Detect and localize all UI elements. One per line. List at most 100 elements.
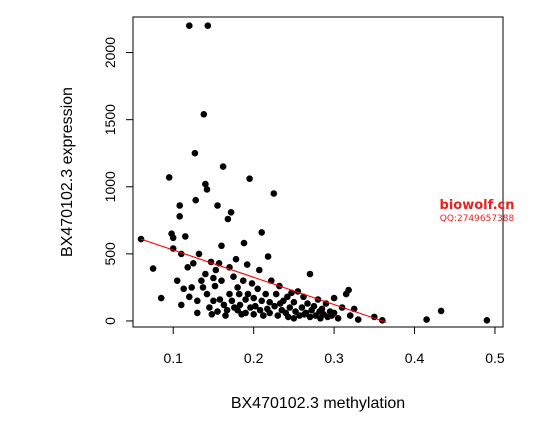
- data-point: [312, 312, 319, 319]
- data-point: [310, 302, 318, 310]
- data-point: [227, 209, 235, 216]
- data-point: [203, 186, 211, 193]
- data-point: [483, 317, 491, 324]
- data-point: [212, 266, 220, 274]
- data-point: [286, 304, 294, 311]
- data-point: [180, 285, 187, 293]
- data-point: [214, 202, 221, 209]
- data-point: [284, 293, 291, 301]
- data-point: [204, 22, 212, 30]
- x-tick-label: 0.1: [163, 350, 183, 366]
- data-point: [302, 309, 310, 317]
- data-point: [266, 309, 274, 317]
- data-point: [176, 202, 183, 209]
- watermark-qq: QQ:2749657388: [440, 214, 515, 224]
- data-point: [306, 270, 314, 278]
- data-point: [290, 315, 298, 322]
- data-point: [270, 190, 278, 197]
- data-point: [271, 302, 278, 310]
- data-point: [206, 304, 213, 311]
- data-point: [186, 22, 193, 30]
- data-point: [173, 277, 181, 285]
- y-tick-label: 500: [102, 242, 118, 266]
- data-point: [182, 233, 189, 240]
- y-axis: 0 500 1000 1500 2000: [102, 37, 134, 325]
- data-point: [235, 290, 243, 298]
- data-point: [210, 274, 217, 282]
- data-point: [198, 277, 205, 285]
- data-point: [242, 309, 249, 317]
- data-point: [306, 313, 314, 321]
- data-point: [186, 293, 193, 301]
- y-tick-label: 0: [102, 317, 118, 325]
- x-tick-label: 0.2: [244, 350, 264, 366]
- data-point: [234, 284, 241, 291]
- data-point: [218, 242, 225, 250]
- data-point: [262, 290, 270, 298]
- data-point: [258, 297, 266, 305]
- data-point: [258, 229, 266, 236]
- data-point: [208, 311, 216, 318]
- data-point: [211, 282, 219, 290]
- data-point: [423, 316, 430, 323]
- data-point: [184, 264, 191, 271]
- data-point: [165, 174, 173, 181]
- data-point: [266, 298, 274, 306]
- data-point: [222, 312, 229, 319]
- data-point: [202, 270, 209, 278]
- data-point: [202, 180, 209, 188]
- data-point: [284, 313, 292, 321]
- data-point: [224, 215, 232, 223]
- x-axis: 0.1 0.2 0.3 0.4 0.5: [163, 326, 505, 366]
- points-layer: [137, 22, 491, 324]
- data-point: [230, 273, 237, 281]
- data-point: [192, 196, 199, 204]
- data-point: [244, 290, 252, 298]
- data-point: [246, 175, 253, 182]
- data-point: [210, 297, 217, 305]
- data-point: [194, 297, 201, 305]
- data-point: [190, 260, 197, 267]
- data-point: [254, 285, 261, 293]
- regression-line: [140, 238, 387, 323]
- data-point: [272, 290, 280, 298]
- data-point: [214, 308, 221, 315]
- y-tick-label: 2000: [102, 37, 118, 68]
- data-point: [292, 308, 299, 315]
- data-point: [157, 294, 165, 302]
- data-point: [252, 302, 259, 310]
- data-point: [240, 239, 248, 247]
- data-point: [178, 301, 185, 309]
- data-point: [250, 294, 257, 302]
- data-point: [242, 296, 249, 303]
- data-point: [223, 306, 231, 314]
- data-point: [228, 297, 236, 305]
- data-point: [334, 315, 342, 322]
- data-point: [330, 309, 338, 317]
- x-axis-label: BX470102.3 methylation: [231, 395, 405, 412]
- data-point: [199, 284, 207, 291]
- data-point: [137, 235, 145, 243]
- data-point: [274, 312, 282, 319]
- data-point: [226, 290, 233, 298]
- data-point: [191, 149, 199, 157]
- data-point: [354, 316, 362, 323]
- data-point: [298, 304, 306, 311]
- data-point: [234, 306, 241, 314]
- data-point: [232, 255, 240, 263]
- data-point: [194, 309, 201, 317]
- data-point: [318, 305, 326, 313]
- data-point: [218, 277, 225, 285]
- data-point: [203, 290, 211, 298]
- y-axis-label: BX470102.3 expression: [59, 87, 76, 257]
- x-tick-label: 0.5: [485, 350, 505, 366]
- data-point: [250, 311, 257, 318]
- data-point: [195, 250, 203, 258]
- x-tick-label: 0.4: [405, 350, 425, 366]
- data-point: [220, 301, 228, 309]
- y-tick-label: 1500: [102, 104, 118, 135]
- data-point: [304, 300, 311, 307]
- data-point: [248, 280, 256, 287]
- data-point: [255, 266, 263, 274]
